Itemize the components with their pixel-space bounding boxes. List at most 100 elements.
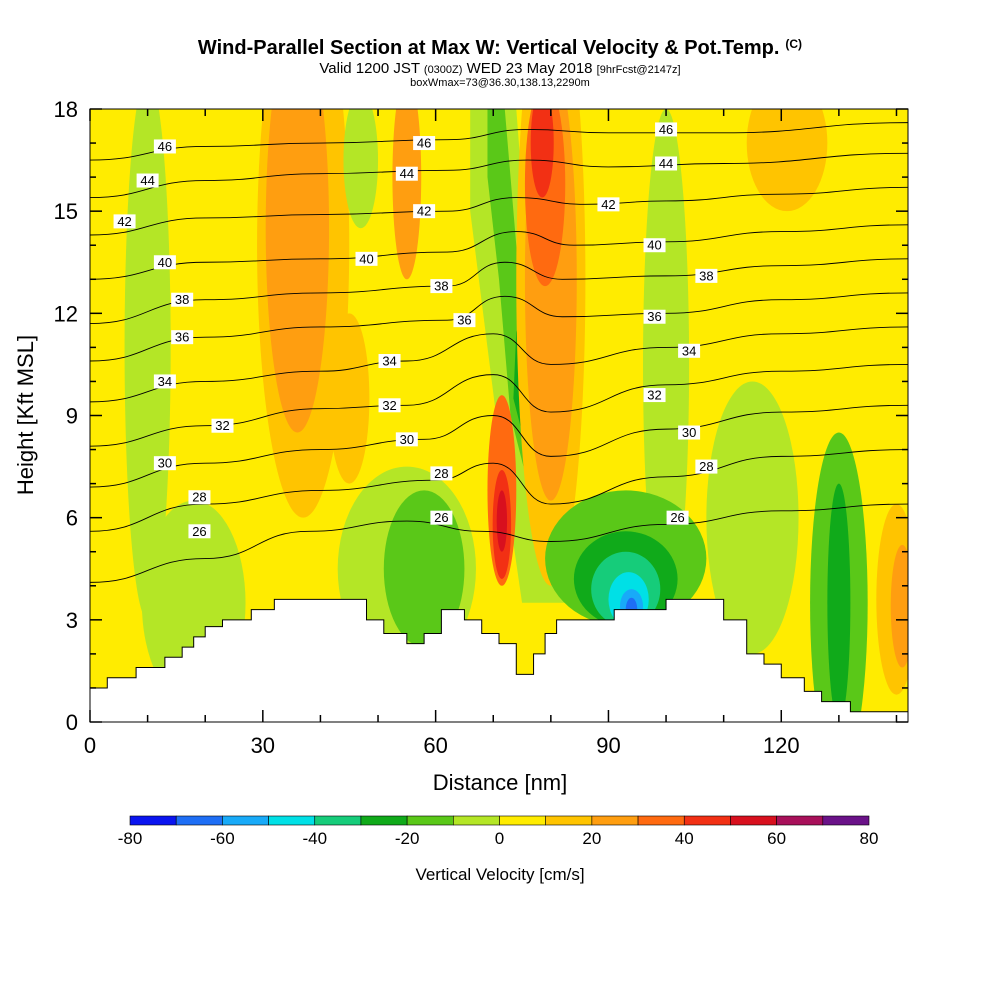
velocity-cell-17 (392, 109, 422, 280)
contour-label-box (378, 354, 401, 369)
contour-label-box (171, 330, 194, 345)
contour-label: 38 (695, 268, 718, 283)
chart-subtitle: Valid 1200 JST (0300Z) WED 23 May 2018 [… (0, 60, 1000, 77)
contour-label-text: 42 (417, 204, 431, 219)
contour-label-box (378, 398, 401, 413)
theta-contour-32 (90, 363, 908, 447)
contour-label: 30 (395, 432, 418, 447)
contour-label-text: 46 (417, 136, 431, 151)
theta-contour-40 (90, 224, 908, 280)
x-tick-label: 120 (763, 733, 800, 758)
contour-label-text: 46 (158, 139, 172, 154)
colorbar-tick-label: -60 (210, 829, 235, 848)
theta-contour-28 (90, 449, 908, 532)
valid-date: WED 23 May 2018 (466, 60, 593, 77)
velocity-cell-23 (530, 109, 554, 198)
contour-label-box (136, 173, 159, 188)
colorbar-swatch (776, 815, 824, 826)
contour-label-box (695, 459, 718, 474)
contour-label: 26 (666, 510, 689, 525)
contour-label-box (395, 432, 418, 447)
colorbar-tick-label: -80 (118, 829, 143, 848)
theta-contour-44 (90, 152, 908, 198)
contour-label-text: 26 (670, 510, 684, 525)
contour-label-box (655, 156, 678, 171)
x-tick-label: 0 (84, 733, 96, 758)
contour-label-text: 28 (192, 490, 206, 505)
contour-label-text: 44 (400, 166, 414, 181)
x-tick-label: 60 (423, 733, 447, 758)
contour-label-box (643, 238, 666, 253)
colorbar-swatch (591, 815, 639, 826)
terrain (90, 598, 908, 722)
contour-label: 34 (153, 374, 176, 389)
colorbar-swatch (683, 815, 731, 826)
contour-label-text: 26 (434, 510, 448, 525)
contour-label: 30 (153, 456, 176, 471)
contour-label-box (113, 214, 136, 229)
velocity-cell-4 (124, 109, 171, 620)
contour-label-box (153, 374, 176, 389)
contour-label-text: 36 (647, 309, 661, 324)
contour-label-box (430, 466, 453, 481)
velocity-cell-5 (706, 381, 799, 654)
contour-label: 42 (413, 204, 436, 219)
contour-label: 32 (643, 388, 666, 403)
contour-label-box (643, 309, 666, 324)
contour-label-text: 34 (158, 374, 172, 389)
contour-label: 28 (188, 490, 211, 505)
contour-label-box (171, 292, 194, 307)
contour-label-text: 44 (659, 156, 673, 171)
y-tick-label: 6 (66, 506, 78, 531)
contour-label: 40 (355, 251, 378, 266)
colorbar-swatch (822, 815, 870, 826)
contour-label-text: 34 (382, 354, 396, 369)
contour-label-box (153, 139, 176, 154)
contour-label: 44 (136, 173, 159, 188)
contour-label: 34 (678, 343, 701, 358)
colorbar-swatch (453, 815, 500, 826)
y-axis-label: Height [Kft MSL] (13, 335, 38, 495)
contour-label: 42 (113, 214, 136, 229)
y-tick-label: 18 (54, 97, 78, 122)
contour-label-text: 36 (175, 330, 189, 345)
contour-label: 26 (188, 524, 211, 539)
contour-label-box (430, 510, 453, 525)
valid-utc: (0300Z) (423, 64, 463, 76)
theta-contour-26 (90, 503, 908, 583)
contour-label: 34 (378, 354, 401, 369)
contour-label-box (413, 204, 436, 219)
contour-label: 38 (430, 279, 453, 294)
contour-label-text: 40 (647, 238, 661, 253)
box-info: boxWmax=73@36.30,138.13,2290m (410, 77, 590, 89)
colorbar-swatch (499, 815, 546, 826)
contour-label-box (153, 255, 176, 270)
contour-label-box (666, 510, 689, 525)
contour-label-text: 46 (659, 122, 673, 137)
colorbar-swatch (222, 815, 269, 826)
colorbar-tick-label: 60 (767, 829, 786, 848)
contour-label-text: 32 (215, 418, 229, 433)
contour-label-box (188, 524, 211, 539)
contour-label-text: 42 (601, 197, 615, 212)
colorbar-tick-label: 80 (860, 829, 879, 848)
contour-label-text: 38 (434, 279, 448, 294)
theta-contour-34 (90, 326, 908, 403)
colorbar-swatch (637, 815, 685, 826)
contour-label-box (678, 425, 701, 440)
contour-label: 28 (695, 459, 718, 474)
velocity-cell-12 (746, 109, 828, 212)
colorbar-tick-label: 40 (675, 829, 694, 848)
velocity-cell-11 (383, 490, 465, 648)
theta-contours (90, 122, 908, 583)
contour-label-text: 32 (647, 388, 661, 403)
velocity-cell-6 (643, 109, 690, 620)
contour-label: 44 (395, 166, 418, 181)
chart-title-unit: (C) (785, 37, 803, 51)
colorbar-swatch (129, 815, 177, 826)
y-tick-label: 0 (66, 710, 78, 735)
colorbar: -80 -60 -40 -20 0 20 40 60 80 (118, 815, 879, 848)
contour-label: 42 (597, 197, 620, 212)
